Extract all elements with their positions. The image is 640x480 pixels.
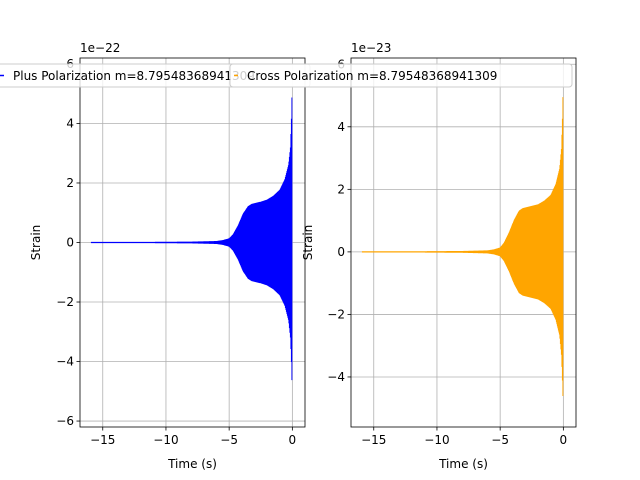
- y-tick-label: −2: [56, 295, 74, 309]
- y-tick-label: −6: [56, 414, 74, 428]
- y-tick-label: 4: [337, 120, 345, 134]
- x-axis-label: Time (s): [438, 457, 488, 471]
- cross-polarization-legend: Cross Polarization m=8.79548368941309: [229, 63, 573, 88]
- y-tick-label: −4: [327, 370, 345, 384]
- x-tick-label: 0: [289, 433, 297, 447]
- legend-box: [229, 63, 573, 88]
- x-tick-label: 0: [560, 433, 568, 447]
- y-tick-label: 2: [337, 182, 345, 196]
- axes-frame: [350, 57, 577, 428]
- y-tick-label: 0: [66, 236, 74, 250]
- y-axis-label: Strain: [29, 225, 43, 261]
- y-tick-label: −4: [56, 355, 74, 369]
- x-tick-label: −5: [491, 433, 509, 447]
- axis-offset-label: 1e−23: [351, 41, 391, 55]
- y-axis-label: Strain: [301, 225, 315, 261]
- series-line-0: [90, 97, 293, 381]
- x-tick-label: −10: [424, 433, 449, 447]
- x-axis-label: Time (s): [167, 457, 217, 471]
- y-tick-label: 4: [66, 116, 74, 130]
- x-tick-label: −15: [90, 433, 115, 447]
- x-tick-label: −15: [361, 433, 386, 447]
- x-tick-label: −10: [153, 433, 178, 447]
- y-tick-label: 0: [337, 245, 345, 259]
- y-tick-label: −2: [327, 307, 345, 321]
- series-line-0: [361, 97, 564, 396]
- legend-label: Plus Polarization m=8.79548368941309: [13, 69, 255, 83]
- legend-label: Cross Polarization m=8.79548368941309: [247, 69, 497, 83]
- axis-offset-label: 1e−22: [80, 41, 120, 55]
- x-tick-label: −5: [220, 433, 238, 447]
- y-tick-label: 2: [66, 176, 74, 190]
